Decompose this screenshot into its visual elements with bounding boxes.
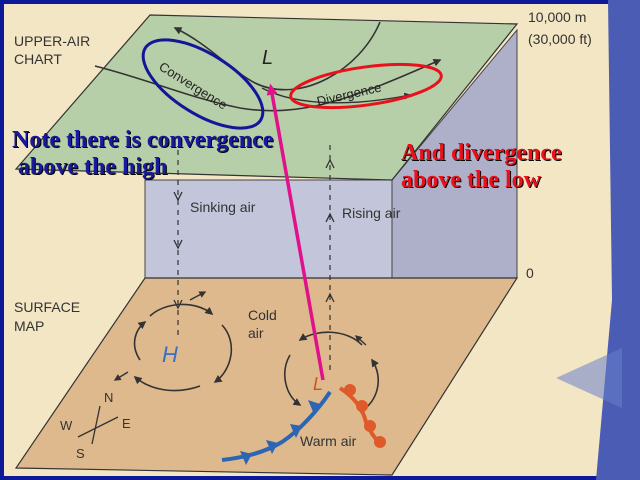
surface-high-letter: H bbox=[162, 342, 178, 367]
divergence-highlight-ellipse bbox=[289, 62, 443, 110]
rising-air-label: Rising air bbox=[342, 205, 401, 221]
upper-low-letter: L bbox=[262, 47, 273, 69]
height-top-ft: (30,000 ft) bbox=[528, 31, 592, 47]
low-circulation-arrow bbox=[284, 354, 302, 406]
compass-west: W bbox=[60, 418, 73, 433]
decorative-arrow-shape bbox=[556, 348, 622, 408]
compass-line bbox=[91, 405, 101, 445]
convergence-note-line2: above the high bbox=[12, 154, 168, 180]
upper-contour-line bbox=[173, 21, 381, 91]
cold-front-line bbox=[221, 390, 332, 462]
upper-air-label-line1: UPPER-AIR bbox=[14, 33, 90, 49]
atmosphere-box-front bbox=[144, 179, 393, 279]
convergence-note: Note there is convergence above the high bbox=[12, 127, 273, 181]
upper-air-plane bbox=[14, 14, 519, 181]
height-top-m: 10,000 m bbox=[528, 9, 586, 25]
compass-line bbox=[77, 416, 119, 438]
warm-air-label: Warm air bbox=[300, 433, 357, 449]
high-circulation-arrow bbox=[149, 303, 214, 317]
surface-label-line1: SURFACE bbox=[14, 299, 80, 315]
compass-east: E bbox=[122, 416, 131, 431]
convergence-note-line1: Note there is convergence bbox=[12, 127, 274, 153]
high-circulation-arrow bbox=[133, 320, 147, 361]
upper-air-label-line2: CHART bbox=[14, 51, 62, 67]
surface-low-letter: L bbox=[313, 374, 323, 394]
upper-contour-line bbox=[94, 58, 442, 112]
high-circulation-arrow bbox=[213, 324, 233, 383]
sinking-air-label: Sinking air bbox=[190, 199, 256, 215]
compass-south: S bbox=[76, 446, 85, 461]
height-bottom: 0 bbox=[526, 265, 534, 281]
divergence-note: And divergence above the low bbox=[401, 140, 562, 194]
convergence-highlight-ellipse bbox=[141, 38, 265, 130]
surface-label-line2: MAP bbox=[14, 318, 44, 334]
compass-north: N bbox=[104, 390, 113, 405]
annotation-arrow bbox=[266, 83, 325, 381]
high-circulation-arrow bbox=[133, 375, 201, 392]
cold-air-label-line2: air bbox=[248, 325, 264, 341]
cold-air-label-line1: Cold bbox=[248, 307, 277, 323]
divergence-note-line2: above the low bbox=[401, 167, 541, 193]
divergence-note-line1: And divergence bbox=[401, 140, 562, 166]
